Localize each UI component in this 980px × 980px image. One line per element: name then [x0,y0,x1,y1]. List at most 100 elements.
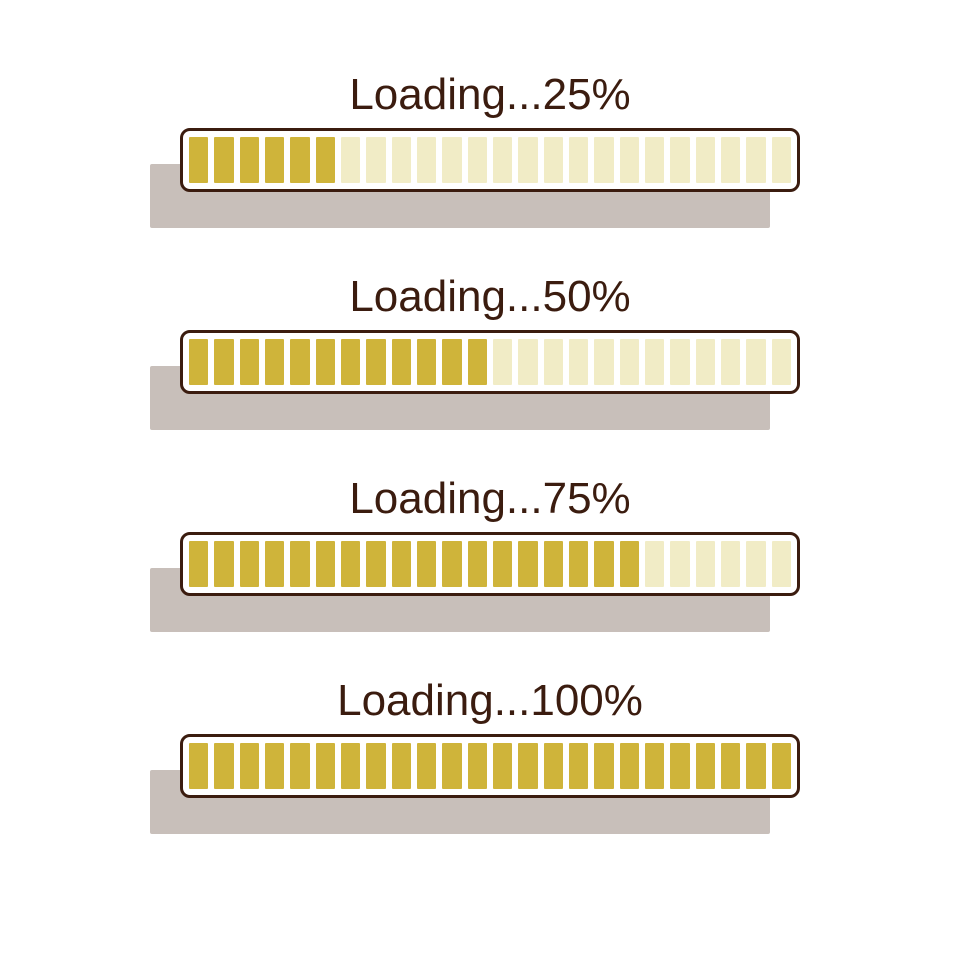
segment-empty [468,137,487,183]
segment-empty [696,339,715,385]
segment-filled [468,743,487,789]
progress-bar-wrap [180,532,800,596]
segment-empty [620,137,639,183]
segment-filled [392,339,411,385]
segment-filled [569,541,588,587]
segment-filled [518,743,537,789]
segment-filled [493,743,512,789]
progress-label: Loading...50% [180,272,800,322]
segment-filled [746,743,765,789]
segment-empty [746,339,765,385]
progress-bar-group: Loading...25% Loading...50% Loading...75… [180,70,800,798]
segment-filled [417,743,436,789]
segment-empty [594,339,613,385]
segment-empty [620,339,639,385]
segment-empty [772,541,791,587]
segment-empty [442,137,461,183]
segment-filled [290,339,309,385]
segment-filled [316,137,335,183]
segment-filled [468,541,487,587]
progress-bar-wrap [180,330,800,394]
segment-filled [620,541,639,587]
segment-empty [746,541,765,587]
segment-filled [316,339,335,385]
segment-filled [189,743,208,789]
segment-filled [189,339,208,385]
segment-filled [214,743,233,789]
segment-filled [772,743,791,789]
segment-empty [392,137,411,183]
segment-filled [341,541,360,587]
segment-filled [214,137,233,183]
segment-empty [721,339,740,385]
segment-empty [721,137,740,183]
segment-filled [594,743,613,789]
progress-bar-100: Loading...100% [180,676,800,798]
segment-empty [366,137,385,183]
segment-filled [341,743,360,789]
segment-empty [544,339,563,385]
segment-empty [493,137,512,183]
segment-filled [392,743,411,789]
segment-empty [696,541,715,587]
segment-filled [645,743,664,789]
segment-empty [493,339,512,385]
progress-bar-wrap [180,734,800,798]
segment-filled [265,137,284,183]
segment-filled [468,339,487,385]
segment-filled [594,541,613,587]
segment-empty [670,339,689,385]
progress-label: Loading...25% [180,70,800,120]
segment-filled [569,743,588,789]
segment-empty [696,137,715,183]
segment-filled [544,743,563,789]
segment-filled [265,743,284,789]
segment-filled [518,541,537,587]
segment-empty [645,339,664,385]
segment-filled [417,339,436,385]
progress-label: Loading...75% [180,474,800,524]
progress-bar-50: Loading...50% [180,272,800,394]
segment-filled [240,541,259,587]
segment-filled [493,541,512,587]
segment-filled [366,541,385,587]
segment-filled [290,743,309,789]
segment-filled [366,743,385,789]
segment-filled [544,541,563,587]
segment-filled [341,339,360,385]
segment-filled [240,137,259,183]
segment-empty [544,137,563,183]
segment-filled [417,541,436,587]
segment-filled [696,743,715,789]
segment-filled [189,137,208,183]
segment-empty [645,137,664,183]
segment-empty [341,137,360,183]
segment-empty [772,339,791,385]
segment-filled [442,339,461,385]
segment-empty [721,541,740,587]
progress-label: Loading...100% [180,676,800,726]
segment-empty [594,137,613,183]
segment-empty [772,137,791,183]
segment-empty [518,137,537,183]
segment-filled [214,541,233,587]
segment-empty [569,137,588,183]
segment-filled [721,743,740,789]
segment-filled [240,339,259,385]
segment-filled [214,339,233,385]
progress-bar-75: Loading...75% [180,474,800,596]
segment-filled [290,137,309,183]
progress-bar-frame [180,734,800,798]
segment-filled [670,743,689,789]
progress-bar-25: Loading...25% [180,70,800,192]
segment-filled [189,541,208,587]
progress-bar-frame [180,330,800,394]
segment-empty [670,137,689,183]
segment-filled [290,541,309,587]
segment-filled [442,541,461,587]
segment-filled [265,541,284,587]
segment-filled [620,743,639,789]
segment-empty [670,541,689,587]
segment-empty [518,339,537,385]
progress-bar-frame [180,128,800,192]
